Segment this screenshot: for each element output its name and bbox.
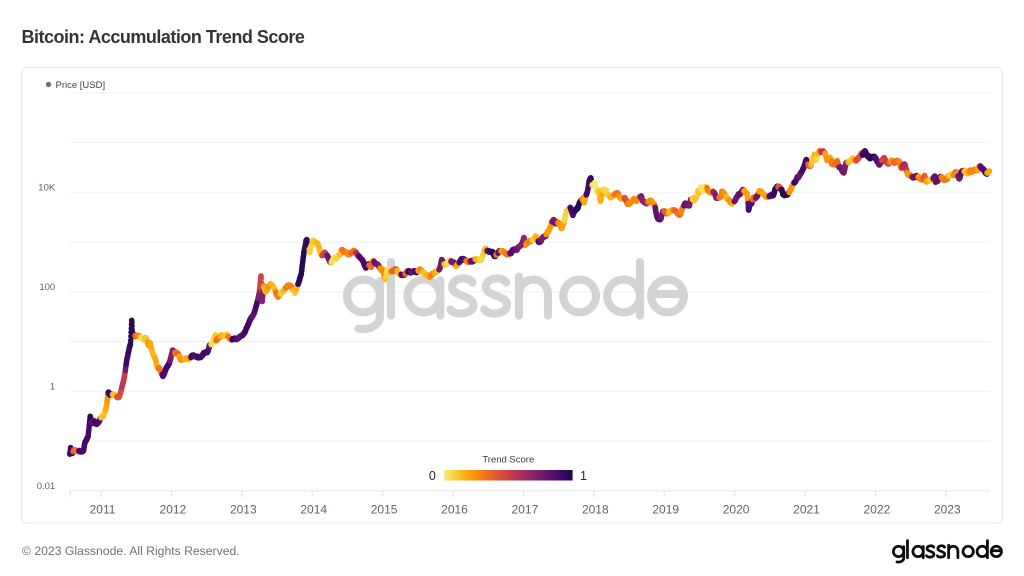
svg-text:2011: 2011 xyxy=(90,502,116,516)
svg-text:100: 100 xyxy=(39,282,55,293)
svg-text:0.01: 0.01 xyxy=(37,481,56,492)
svg-text:© 2023 Glassnode. All Rights R: © 2023 Glassnode. All Rights Reserved. xyxy=(22,544,240,558)
svg-text:10K: 10K xyxy=(38,182,56,193)
svg-text:2014: 2014 xyxy=(300,502,327,516)
svg-text:Price [USD]: Price [USD] xyxy=(56,80,106,91)
svg-text:1: 1 xyxy=(50,381,55,392)
svg-text:2021: 2021 xyxy=(793,502,820,516)
svg-text:0: 0 xyxy=(429,469,436,483)
svg-text:2013: 2013 xyxy=(230,502,257,516)
svg-text:2012: 2012 xyxy=(160,502,187,516)
svg-text:2023: 2023 xyxy=(934,502,961,516)
svg-text:2019: 2019 xyxy=(652,502,679,516)
svg-text:2017: 2017 xyxy=(512,502,539,516)
svg-text:Trend Score: Trend Score xyxy=(482,455,534,466)
svg-text:2022: 2022 xyxy=(864,502,891,516)
svg-text:2018: 2018 xyxy=(582,502,609,516)
svg-text:2020: 2020 xyxy=(723,502,750,516)
svg-text:1: 1 xyxy=(580,469,587,483)
svg-text:Bitcoin: Accumulation Trend Sc: Bitcoin: Accumulation Trend Score xyxy=(22,27,305,47)
svg-text:2015: 2015 xyxy=(371,502,398,516)
svg-text:2016: 2016 xyxy=(441,502,468,516)
